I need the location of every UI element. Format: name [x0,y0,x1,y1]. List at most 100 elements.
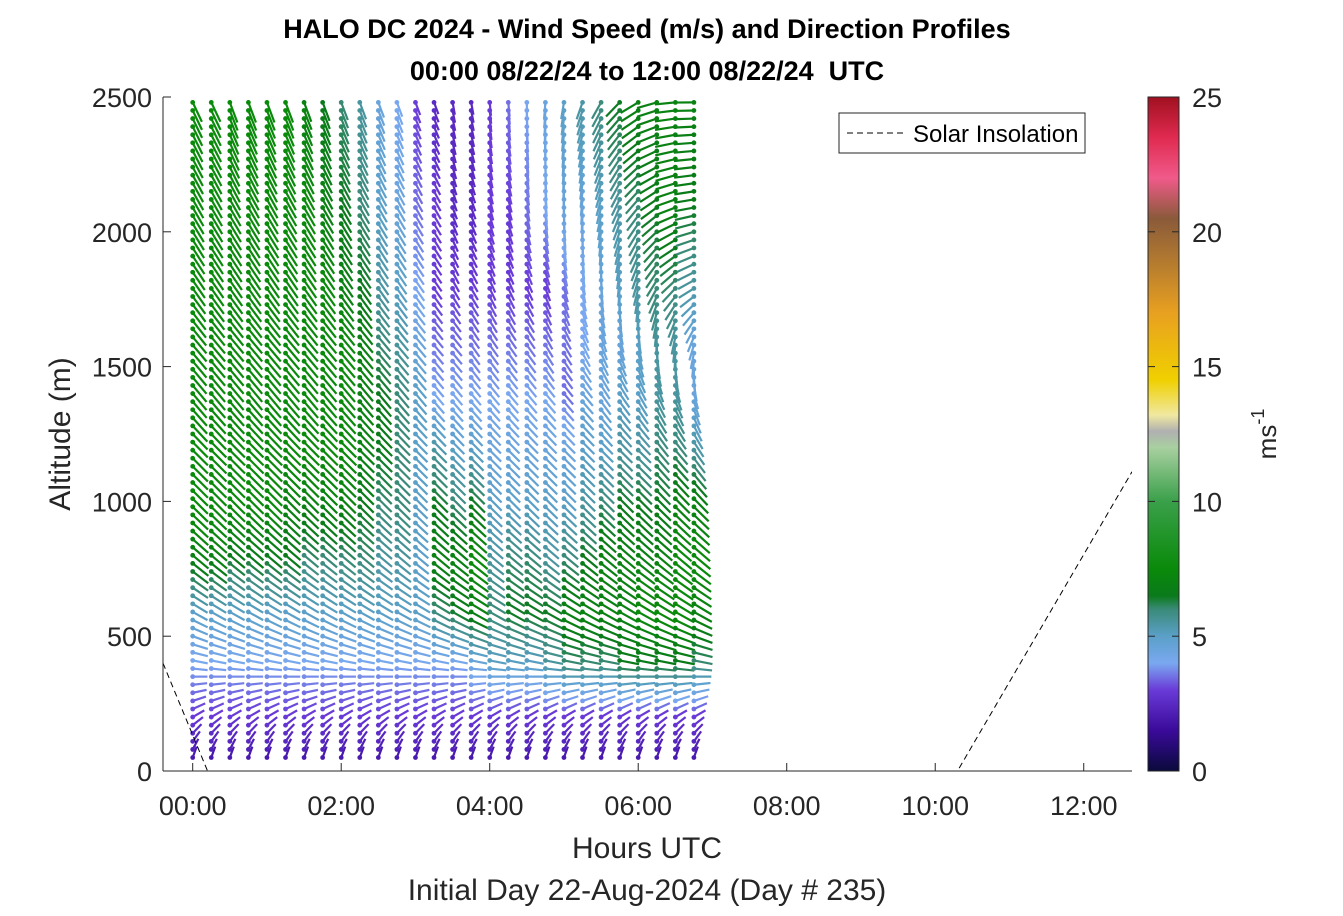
wind-barb-dot [524,739,529,744]
wind-barb-dot [654,456,659,461]
wind-barb-dot [190,221,195,226]
wind-barb-dot [654,448,659,453]
wind-barb-dot [227,569,232,574]
wind-barb-dot [543,472,548,477]
wind-barb-dot [190,585,195,590]
wind-barb-dot [413,666,418,671]
wind-barb-dot [302,755,307,760]
wind-barb-dot [617,707,622,712]
wind-barb-dot [302,626,307,631]
wind-barb-dot [376,569,381,574]
wind-barb-dot [209,569,214,574]
wind-barb-dot [339,577,344,582]
wind-barb-dot [450,480,455,485]
wind-barb-dot [487,351,492,356]
wind-barb-dot [506,723,511,728]
wind-barb-dot [265,472,270,477]
wind-barb-dot [190,440,195,445]
wind-barb-dot [469,731,474,736]
wind-barb-dot [265,529,270,534]
wind-barb-dot [190,165,195,170]
wind-barb-dot [469,504,474,509]
wind-barb-dot [487,318,492,323]
wind-barb-dot [357,682,362,687]
wind-barb-dot [394,270,399,275]
wind-barb-dot [190,755,195,760]
wind-barb-dot [394,496,399,501]
wind-barb-dot [673,278,678,283]
wind-barb-dot [450,440,455,445]
wind-barb-dot [339,205,344,210]
wind-barb-dot [376,302,381,307]
wind-barb-dot [450,343,455,348]
wind-barb-dot [487,367,492,372]
wind-barb-dot [524,302,529,307]
wind-barb-dot [209,197,214,202]
wind-barb-dot [190,472,195,477]
wind-barb-dot [636,593,641,598]
wind-barb-dot [394,173,399,178]
wind-barb-dot [506,521,511,526]
wind-barb-dot [209,286,214,291]
wind-barb-dot [543,553,548,558]
wind-barb-dot [413,561,418,566]
wind-barb-dot [692,480,697,485]
wind-barb [674,119,694,120]
wind-barb-dot [673,529,678,534]
wind-barb-dot [432,229,437,234]
wind-barb-dot [265,432,270,437]
wind-barb-dot [562,472,567,477]
wind-barb-dot [283,690,288,695]
wind-barb-dot [673,456,678,461]
wind-barb-dot [506,399,511,404]
wind-barb-dot [654,585,659,590]
wind-barb-dot [543,318,548,323]
wind-barb-dot [524,666,529,671]
wind-barb-dot [339,456,344,461]
wind-barb-dot [487,415,492,420]
wind-barb-dot [339,254,344,259]
wind-barb-dot [506,642,511,647]
wind-barb-dot [283,213,288,218]
wind-barb-dot [469,383,474,388]
wind-barb-dot [450,278,455,283]
wind-barb-dot [190,521,195,526]
wind-barb-dot [413,626,418,631]
wind-barb-dot [692,488,697,493]
wind-barb-dot [673,472,678,477]
wind-barb-dot [692,173,697,178]
wind-barb-dot [302,326,307,331]
wind-barb-dot [617,585,622,590]
wind-barb-dot [302,747,307,752]
wind-barb-dot [487,286,492,291]
wind-barb-dot [487,504,492,509]
wind-barb-dot [320,569,325,574]
wind-barb-dot [450,650,455,655]
wind-barb-dot [487,723,492,728]
wind-barb-dot [190,650,195,655]
wind-barb-dot [673,496,678,501]
wind-barb-dot [246,205,251,210]
wind-barb-dot [376,100,381,105]
wind-barb-dot [617,488,622,493]
wind-barb-dot [432,674,437,679]
wind-barb-dot [673,545,678,550]
wind-barb-dot [432,173,437,178]
wind-barb-dot [265,157,270,162]
wind-barb-dot [320,173,325,178]
wind-barb-dot [692,618,697,623]
wind-barb-dot [227,690,232,695]
wind-barb-dot [543,715,548,720]
wind-barb-dot [580,383,585,388]
wind-barb-dot [580,456,585,461]
wind-barb-dot [543,367,548,372]
wind-barb-dot [450,464,455,469]
wind-barb-dot [413,707,418,712]
wind-barb-dot [357,537,362,542]
wind-barb-dot [673,512,678,517]
wind-barb-dot [394,723,399,728]
wind-barb-dot [562,561,567,566]
wind-barb-dot [413,415,418,420]
wind-barb-dot [432,480,437,485]
wind-barb-dot [283,165,288,170]
